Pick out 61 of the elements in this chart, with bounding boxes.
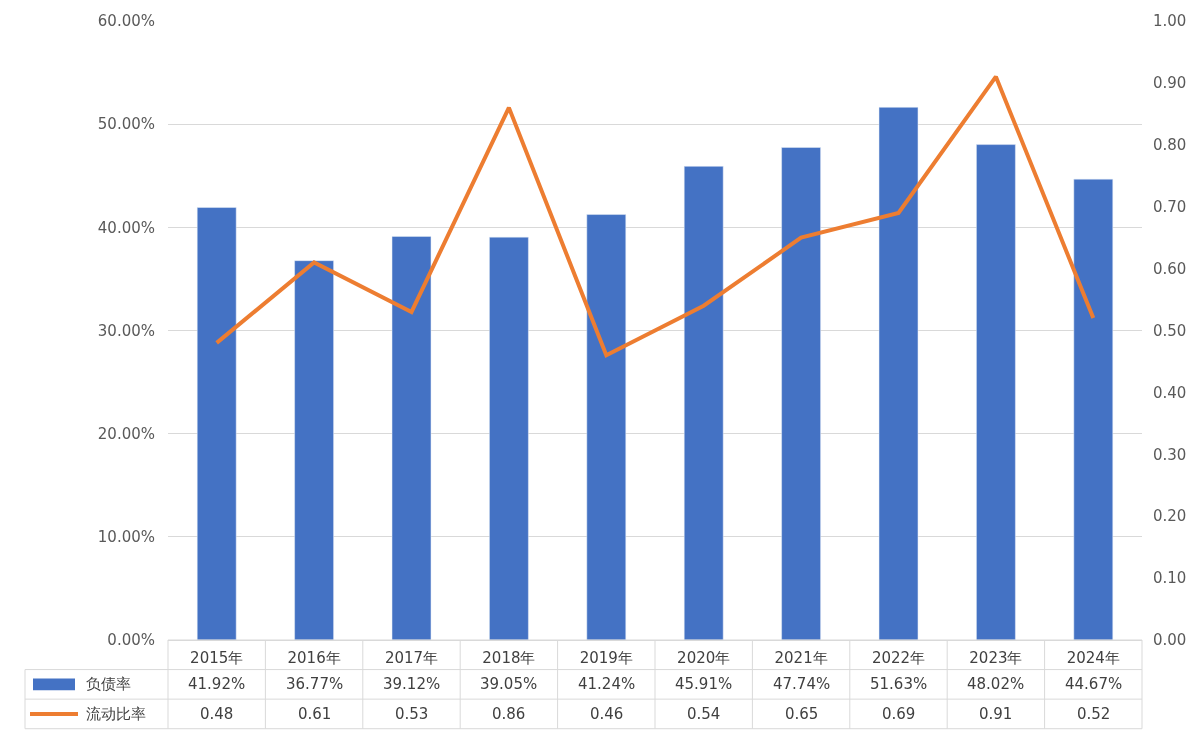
y-tick-label: 30.00%	[97, 321, 155, 340]
x-tick-label: 2022年	[871, 649, 926, 667]
bar	[489, 236, 529, 640]
data-label: 0.65	[785, 705, 819, 723]
y-tick-label: 60.00%	[97, 12, 155, 31]
x-tick-label: 2019年	[579, 649, 633, 667]
data-label: 39.12%	[383, 675, 441, 693]
y-tick-label: 20.00%	[97, 424, 155, 443]
data-label: 45.91%	[675, 675, 733, 693]
y-tick-label: 10.00%	[97, 528, 155, 547]
x-tick-label: 2017年	[384, 649, 439, 667]
data-label: 47.74%	[773, 675, 831, 693]
data-label: 0.69	[882, 705, 916, 723]
x-tick-label: 2021年	[774, 649, 828, 667]
bar	[294, 260, 334, 640]
x-tick-label: 2024年	[1066, 649, 1120, 667]
data-label: 39.05%	[480, 675, 538, 693]
data-label: 51.63%	[870, 675, 928, 693]
y2-tick-label: 1.00	[1153, 12, 1187, 31]
y2-tick-label: 0.40	[1153, 383, 1187, 402]
data-label: 48.02%	[967, 675, 1025, 693]
data-label: 0.48	[200, 705, 234, 723]
data-label: 0.91	[979, 705, 1013, 723]
x-tick-label: 2018年	[482, 649, 536, 667]
data-label: 44.67%	[1065, 675, 1123, 693]
data-label: 41.24%	[578, 675, 636, 693]
y2-tick-label: 0.10	[1153, 569, 1187, 588]
data-label: 36.77%	[286, 675, 344, 693]
bar	[878, 107, 919, 640]
y2-tick-label: 0.60	[1153, 259, 1187, 278]
legend-label: 负债率	[86, 675, 131, 693]
bar	[391, 236, 432, 640]
y2-tick-label: 0.90	[1153, 74, 1187, 93]
data-label: 41.92%	[188, 675, 246, 693]
y2-tick-label: 0.00	[1153, 631, 1187, 650]
y2-tick-label: 0.70	[1153, 197, 1187, 216]
legend-label: 流动比率	[86, 705, 146, 723]
bar	[683, 166, 724, 640]
bar	[781, 147, 821, 640]
bar	[586, 214, 627, 640]
y-tick-label: 0.00%	[107, 631, 155, 650]
data-label: 0.46	[590, 705, 624, 723]
x-tick-label: 2016年	[287, 649, 341, 667]
x-tick-label: 2020年	[677, 649, 731, 667]
data-label: 0.86	[492, 705, 526, 723]
data-label: 0.52	[1077, 705, 1111, 723]
y2-tick-label: 0.30	[1153, 445, 1187, 464]
bar	[1073, 178, 1114, 640]
x-tick-label: 2015年	[190, 649, 244, 667]
y-tick-label: 50.00%	[97, 115, 155, 134]
y2-tick-label: 0.80	[1153, 136, 1187, 155]
bar	[196, 207, 237, 640]
x-tick-label: 2023年	[969, 649, 1023, 667]
bar	[976, 144, 1016, 640]
y2-tick-label: 0.20	[1153, 507, 1187, 526]
data-label: 0.61	[298, 705, 332, 723]
y2-tick-label: 0.50	[1153, 321, 1187, 340]
data-label: 0.53	[395, 705, 429, 723]
y-tick-label: 40.00%	[97, 218, 155, 237]
line-series	[214, 74, 1096, 358]
data-label: 0.54	[687, 705, 721, 723]
